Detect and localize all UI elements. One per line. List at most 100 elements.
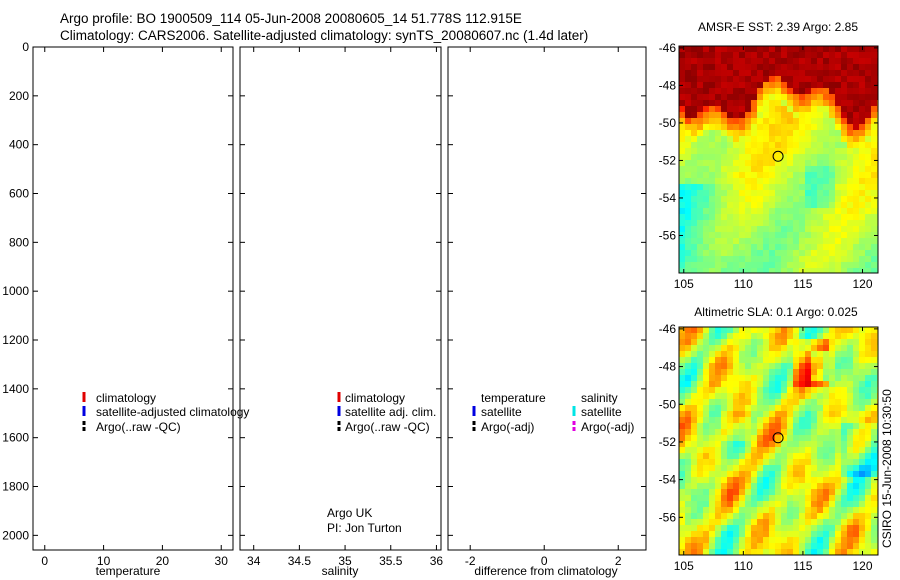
sst-cell — [685, 256, 692, 263]
sla-cell — [811, 519, 818, 526]
sla-cell — [751, 399, 758, 406]
sla-y-tick-label: -54 — [659, 473, 677, 487]
sla-cell — [691, 441, 698, 448]
sst-cell — [871, 118, 878, 125]
sst-cell — [859, 166, 866, 173]
sst-cell — [817, 82, 824, 89]
sst-cell — [691, 88, 698, 95]
sla-cell — [871, 537, 878, 544]
sla-cell — [787, 435, 794, 442]
sst-cell — [841, 166, 848, 173]
sst-cell — [691, 46, 698, 53]
sla-cell — [775, 339, 782, 346]
x-tick-label-temperature: 0 — [41, 554, 48, 568]
sst-cell — [739, 76, 746, 83]
sla-cell — [691, 351, 698, 358]
sst-cell — [799, 256, 806, 263]
sst-cell — [865, 166, 872, 173]
sst-cell — [835, 76, 842, 83]
sst-cell — [691, 256, 698, 263]
sst-cell — [685, 142, 692, 149]
sst-cell — [703, 196, 710, 203]
sst-cell — [751, 112, 758, 119]
sla-cell — [697, 453, 704, 460]
sst-cell — [709, 214, 716, 221]
sst-cell — [871, 112, 878, 119]
sla-cell — [727, 531, 734, 538]
sst-cell — [811, 184, 818, 191]
sla-cell — [811, 531, 818, 538]
sla-cell — [727, 495, 734, 502]
sst-cell — [685, 214, 692, 221]
sst-cell — [751, 130, 758, 137]
sst-cell — [829, 160, 836, 167]
sla-cell — [697, 519, 704, 526]
sla-cell — [823, 435, 830, 442]
sla-cell — [787, 441, 794, 448]
sla-cell — [721, 387, 728, 394]
sla-cell — [721, 447, 728, 454]
sst-cell — [859, 124, 866, 131]
sst-cell — [691, 70, 698, 77]
sla-cell — [697, 471, 704, 478]
sst-cell — [709, 52, 716, 59]
sla-cell — [751, 417, 758, 424]
sla-cell — [835, 483, 842, 490]
sla-cell — [841, 387, 848, 394]
sla-cell — [679, 447, 686, 454]
sst-cell — [805, 268, 812, 273]
sst-cell — [745, 118, 752, 125]
sla-cell — [757, 525, 764, 532]
sst-cell — [787, 214, 794, 221]
sst-cell — [799, 76, 806, 83]
sst-cell — [727, 250, 734, 257]
sst-cell — [793, 136, 800, 143]
sst-cell — [781, 238, 788, 245]
sla-cell — [685, 513, 692, 520]
sst-cell — [847, 208, 854, 215]
sst-cell — [709, 226, 716, 233]
sst-cell — [823, 130, 830, 137]
sst-cell — [739, 262, 746, 269]
sla-cell — [865, 495, 872, 502]
sla-cell — [859, 333, 866, 340]
sst-cell — [817, 268, 824, 273]
sst-cell — [703, 214, 710, 221]
sst-cell — [703, 238, 710, 245]
sla-cell — [871, 339, 878, 346]
sst-cell — [721, 130, 728, 137]
sla-cell — [739, 513, 746, 520]
sla-cell — [697, 345, 704, 352]
sla-cell — [721, 537, 728, 544]
sst-cell — [733, 244, 740, 251]
sst-cell — [823, 46, 830, 53]
sst-cell — [871, 70, 878, 77]
sla-cell — [703, 549, 710, 555]
sla-cell — [781, 357, 788, 364]
sst-cell — [763, 232, 770, 239]
sla-cell — [691, 465, 698, 472]
sst-cell — [823, 112, 830, 119]
sla-cell — [775, 495, 782, 502]
sla-cell — [871, 429, 878, 436]
sla-cell — [769, 531, 776, 538]
sst-cell — [799, 154, 806, 161]
sla-cell — [733, 525, 740, 532]
sst-cell — [787, 160, 794, 167]
sst-cell — [847, 232, 854, 239]
sst-cell — [871, 64, 878, 71]
sla-cell — [781, 417, 788, 424]
sst-cell — [679, 250, 686, 257]
sla-cell — [757, 543, 764, 550]
sla-cell — [847, 453, 854, 460]
sla-cell — [817, 345, 824, 352]
sst-cell — [691, 118, 698, 125]
sla-cell — [781, 501, 788, 508]
sst-cell — [703, 76, 710, 83]
sst-cell — [853, 262, 860, 269]
sla-cell — [745, 429, 752, 436]
sst-cell — [679, 154, 686, 161]
sla-cell — [847, 519, 854, 526]
sla-cell — [721, 333, 728, 340]
sla-cell — [757, 483, 764, 490]
